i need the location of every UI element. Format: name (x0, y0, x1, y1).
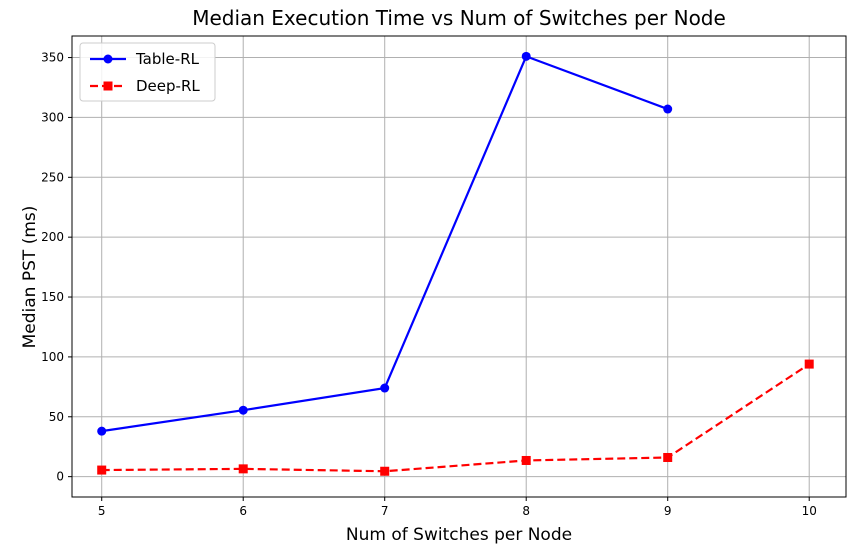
chart-title: Median Execution Time vs Num of Switches… (192, 6, 726, 30)
y-tick-label: 350 (41, 51, 64, 65)
legend-label: Deep-RL (136, 77, 200, 95)
x-tick-label: 10 (802, 504, 817, 518)
data-point (380, 383, 390, 393)
y-tick-label: 50 (49, 410, 64, 424)
x-tick-label: 7 (381, 504, 389, 518)
legend: Table-RL Deep-RL (79, 42, 216, 102)
data-point (97, 465, 107, 475)
y-tick-label: 200 (41, 230, 64, 244)
legend-box (79, 42, 216, 102)
y-axis-title: Median PST (ms) (20, 206, 40, 349)
y-tick-label: 150 (41, 290, 64, 304)
data-point (521, 455, 531, 465)
legend-marker (103, 54, 113, 64)
x-axis-title: Num of Switches per Node (346, 525, 572, 545)
x-tick-label: 9 (664, 504, 672, 518)
series-deep-rl (97, 359, 814, 476)
data-point (663, 452, 673, 462)
data-point (663, 104, 673, 114)
data-point (804, 359, 814, 369)
legend-entry: Deep-RL (90, 77, 200, 95)
data-point (521, 51, 531, 61)
legend-label: Table-RL (135, 50, 200, 68)
legend-entry: Table-RL (90, 50, 200, 68)
x-tick-label: 6 (239, 504, 247, 518)
x-tick-label: 8 (522, 504, 530, 518)
y-tick-label: 300 (41, 110, 64, 124)
y-tick-label: 0 (56, 470, 64, 484)
grid-lines (72, 36, 846, 497)
plot-series (97, 51, 814, 476)
plot-area-frame (71, 35, 847, 498)
y-tick-label: 100 (41, 350, 64, 364)
data-point (238, 405, 248, 415)
series-line-deep-rl (101, 363, 810, 473)
legend-marker (103, 81, 113, 91)
data-point (97, 426, 107, 436)
data-point (380, 466, 390, 476)
data-point (238, 464, 248, 474)
y-tick-label: 250 (41, 170, 64, 184)
x-tick-label: 5 (98, 504, 106, 518)
series-table-rl (97, 51, 673, 436)
